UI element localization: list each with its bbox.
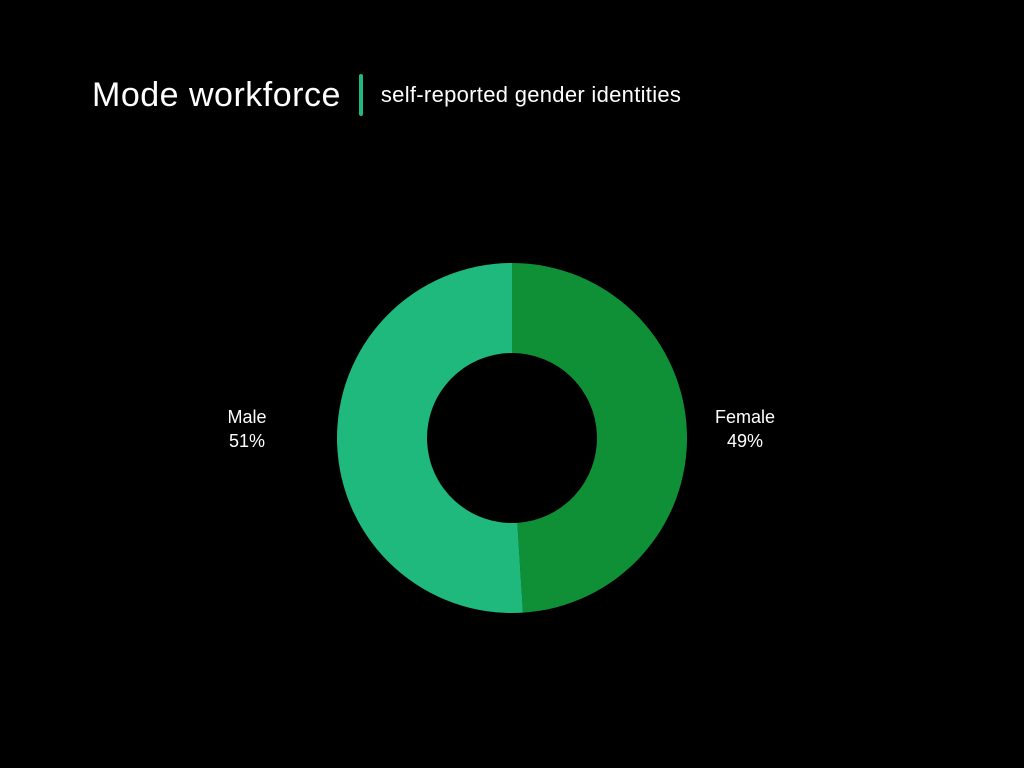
slice-label-male: Male51% bbox=[197, 405, 297, 454]
slice-label-female: Female49% bbox=[695, 405, 795, 454]
slice-label-percent: 51% bbox=[197, 429, 297, 453]
donut-slice-male bbox=[337, 263, 523, 613]
slice-label-name: Male bbox=[197, 405, 297, 429]
slice-label-name: Female bbox=[695, 405, 795, 429]
donut-chart bbox=[0, 0, 1024, 768]
donut-slice-female bbox=[512, 263, 687, 613]
slice-label-percent: 49% bbox=[695, 429, 795, 453]
